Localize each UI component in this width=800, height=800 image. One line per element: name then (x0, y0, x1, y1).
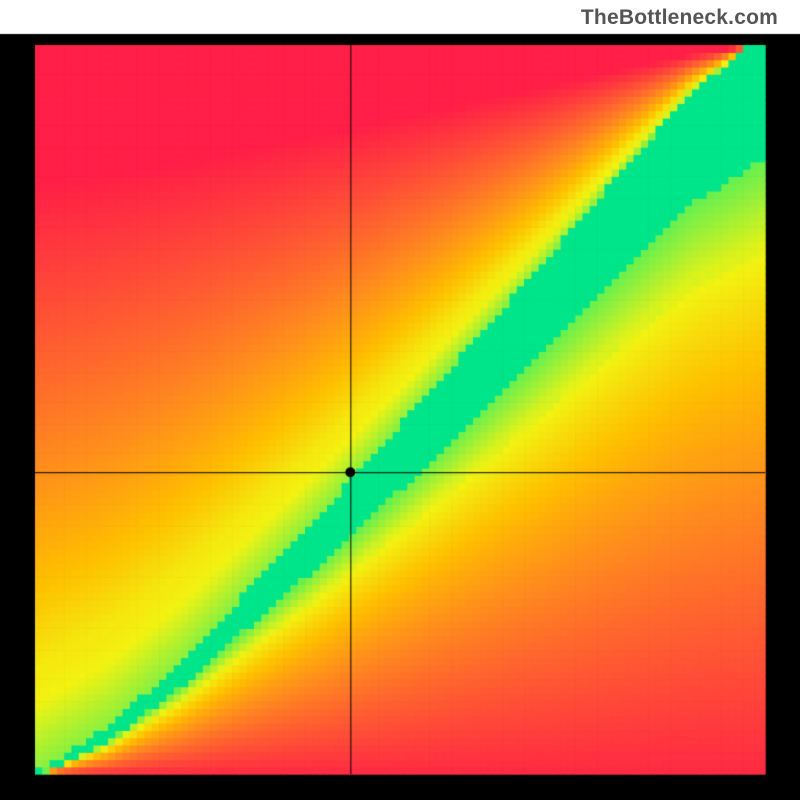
chart-wrapper: TheBottleneck.com (0, 0, 800, 800)
source-watermark: TheBottleneck.com (581, 6, 778, 30)
bottleneck-heatmap (0, 0, 800, 800)
